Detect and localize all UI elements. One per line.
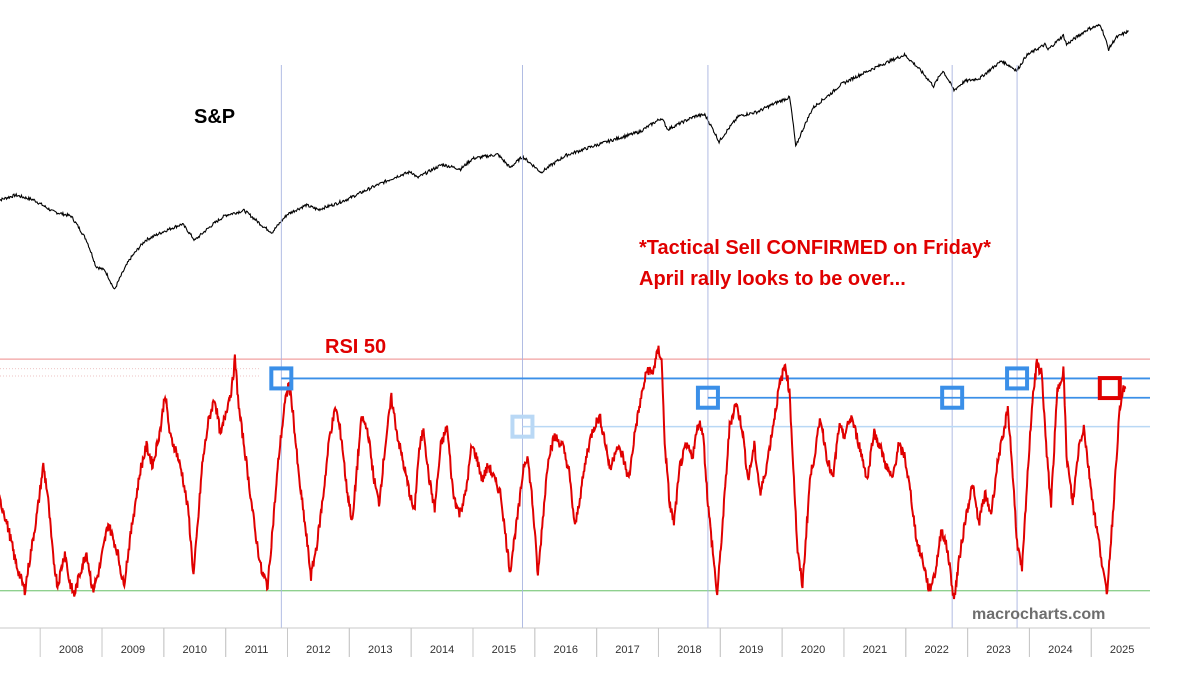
sp-price-line	[0, 23, 1129, 290]
x-tick-label: 2008	[59, 644, 83, 656]
signal-box	[940, 385, 965, 410]
x-tick-label: 2015	[492, 644, 516, 656]
x-tick-label: 2024	[1048, 644, 1072, 656]
x-tick-label: 2020	[801, 644, 825, 656]
x-tick-label: 2018	[677, 644, 701, 656]
signal-box	[269, 366, 294, 391]
annotation-line-1: *Tactical Sell CONFIRMED on Friday*	[639, 237, 991, 259]
x-tick-label: 2022	[924, 644, 948, 656]
x-tick-label: 2023	[986, 644, 1010, 656]
signal-box	[1005, 366, 1030, 391]
x-tick-label: 2025	[1110, 644, 1134, 656]
x-tick-label: 2009	[121, 644, 145, 656]
rsi-label: RSI 50	[325, 336, 387, 358]
x-tick-label: 2017	[615, 644, 639, 656]
watermark: macrocharts.com	[972, 606, 1106, 623]
x-tick-label: 2019	[739, 644, 763, 656]
x-tick-label: 2012	[306, 644, 330, 656]
x-tick-label: 2016	[553, 644, 577, 656]
signal-box	[695, 385, 720, 410]
signal-box	[510, 414, 535, 439]
rsi-line	[0, 345, 1127, 600]
x-tick-label: 2013	[368, 644, 392, 656]
x-tick-label: 2010	[183, 644, 207, 656]
x-tick-label: 2011	[245, 644, 269, 656]
current-signal-box	[1097, 376, 1122, 401]
x-tick-label: 2021	[863, 644, 887, 656]
annotation-line-2: April rally looks to be over...	[639, 268, 906, 290]
sp-label: S&P	[194, 106, 236, 128]
x-tick-label: 2014	[430, 644, 454, 656]
